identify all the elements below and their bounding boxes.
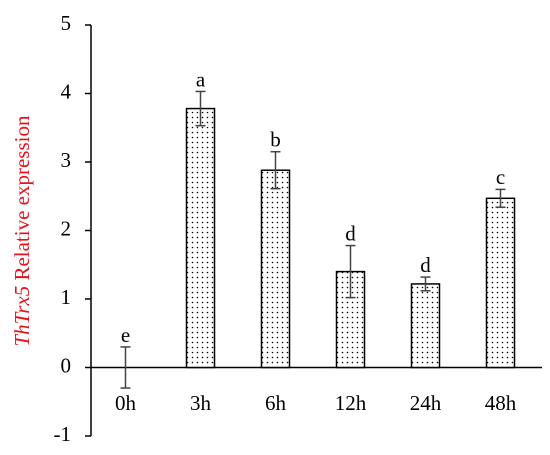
x-tick-label: 12h (335, 391, 367, 415)
significance-letter: b (270, 128, 281, 152)
bar (410, 283, 441, 369)
bar (260, 169, 291, 369)
y-tick-label: 3 (61, 148, 72, 172)
x-tick-label: 3h (190, 391, 212, 415)
significance-letter: d (345, 221, 356, 245)
bar (485, 197, 516, 369)
significance-letter: a (196, 67, 206, 91)
y-tick-label: 2 (61, 216, 72, 240)
x-tick-label: 6h (265, 391, 287, 415)
bar (185, 107, 216, 369)
x-tick-label: 48h (485, 391, 517, 415)
y-tick-label: 1 (61, 285, 72, 309)
y-tick-label: 5 (61, 11, 72, 35)
significance-letter: e (121, 323, 130, 347)
x-tick-label: 24h (410, 391, 442, 415)
y-axis-label-gene: ThTrx5 (10, 286, 34, 347)
significance-letter: d (420, 253, 431, 277)
y-axis-label: ThTrx5 Relative expression (10, 115, 34, 346)
y-axis-label-text: Relative expression (10, 115, 34, 281)
y-tick-label: 4 (61, 79, 72, 103)
x-tick-label: 0h (115, 391, 137, 415)
significance-letter: c (496, 165, 505, 189)
y-tick-label: 0 (61, 353, 72, 377)
y-tick-label: -1 (54, 422, 72, 446)
